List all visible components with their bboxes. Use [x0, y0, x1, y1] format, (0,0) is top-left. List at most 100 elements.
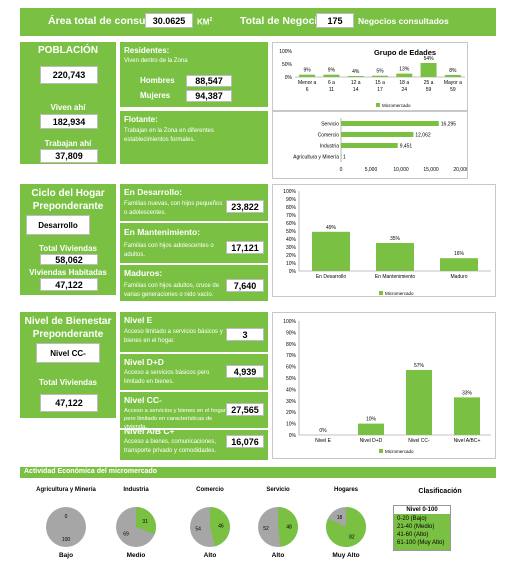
ciclo-item-title: En Desarrollo:	[124, 187, 183, 197]
category-label: Agricultura y Minería	[293, 155, 339, 161]
x-tick-label: 20,000	[453, 167, 468, 173]
ciclo-habitadas-value: 47,122	[40, 278, 98, 291]
bienestar-chart: 0% 10% 20% 30% 40% 50% 60% 70% 80% 90% 100% 0% Nivel…	[272, 312, 496, 459]
bar	[358, 423, 384, 435]
y-tick-label: 50%	[286, 229, 297, 235]
data-label: 1	[343, 155, 346, 161]
bienestar-item-value: 27,565	[226, 403, 264, 416]
flotante-desc: Trabajan en la Zona en diferentes establ…	[124, 128, 214, 143]
y-tick-label: 90%	[286, 197, 297, 203]
category-label: Menor a	[298, 80, 317, 86]
data-label: 4%	[352, 69, 360, 75]
pie-level: Alto	[204, 552, 217, 559]
y-tick-label: 70%	[286, 213, 297, 219]
clasificacion-title: Clasificación	[418, 488, 462, 495]
pie-title: Agricultura y Minería	[36, 487, 96, 493]
bar	[341, 154, 342, 159]
y-tick-label: 90%	[286, 330, 297, 336]
category-label: 25 a	[424, 80, 434, 86]
ciclo-item-title: En Mantenimiento:	[124, 227, 201, 237]
ciclo-item-value: 23,822	[226, 200, 264, 213]
clasificacion-row: 61-100 (Muy Alto)	[397, 540, 445, 546]
category-label: 59	[426, 87, 432, 93]
total-negocios-label: Total de Negocios	[240, 15, 330, 27]
pie-title: Comercio	[196, 487, 224, 493]
ciclo-chart: 0% 10% 20% 30% 40% 50% 60% 70% 80% 90% 100% 49% En D…	[272, 184, 496, 297]
ciclo-item-value: 17,121	[226, 241, 264, 254]
data-label: 33%	[462, 390, 473, 396]
pie-label: 18	[337, 515, 343, 521]
y-tick-label: 0%	[289, 269, 297, 275]
flotante-title: Flotante:	[124, 115, 158, 124]
bienestar-item-desc: Acceso limitado a servicios básicos y bi…	[124, 329, 223, 344]
y-tick-label: 100%	[283, 189, 296, 195]
y-tick-label: 10%	[286, 261, 297, 267]
y-tick-label: 40%	[286, 387, 297, 393]
y-tick-label: 30%	[286, 399, 297, 405]
clasificacion-row: 41-60 (Alto)	[397, 532, 429, 538]
chart-title: Grupo de Edades	[374, 48, 436, 57]
ciclo-total-value: 58,062	[40, 254, 98, 265]
area-value: 30.0625	[145, 13, 193, 28]
category-label: Nivel CC-	[408, 438, 430, 444]
category-label: 59	[450, 87, 456, 93]
age-chart: 0% 50% 100% 9% Menor a6 9% 6 a11 4% 12 a14 5% 15 a…	[272, 42, 468, 111]
pie-slice	[136, 507, 157, 535]
bienestar-item-desc: Acceso a servicios básicos pero limitado…	[124, 370, 210, 385]
y-tick-label: 10%	[286, 422, 297, 428]
header-bar	[20, 8, 496, 36]
pie-level: Bajo	[59, 552, 73, 559]
bienestar-item-desc: Acceso a bienes, comunicaciones, transpo…	[124, 439, 217, 454]
ciclo-item-value: 7,640	[226, 279, 264, 292]
data-label: 0%	[319, 428, 327, 434]
category-label: Nivel E	[315, 438, 332, 444]
viven-value: 182,934	[40, 114, 98, 129]
data-label: 9,451	[400, 144, 413, 150]
bienestar-item-value: 3	[226, 328, 264, 341]
category-label: En Mantenimiento	[375, 274, 416, 280]
bar	[341, 132, 414, 137]
activity-pies: Agricultura y Minería 0 100 Bajo Industria 31…	[36, 487, 367, 559]
category-label: 18 a	[399, 80, 409, 86]
category-label: 17	[377, 87, 383, 93]
bienestar-total-value: 47,122	[40, 394, 98, 412]
pie-label: 48	[286, 524, 292, 530]
bar	[454, 397, 480, 435]
bar	[347, 75, 364, 77]
bar	[444, 74, 461, 77]
data-label: 9%	[328, 68, 336, 74]
y-tick-label: 50%	[286, 376, 297, 382]
category-label: Comercio	[318, 133, 340, 139]
legend-swatch	[376, 103, 380, 107]
pie-slice	[278, 507, 298, 547]
bienestar-item-value: 16,076	[226, 435, 264, 448]
pie-level: Alto	[272, 552, 285, 559]
bar	[312, 231, 350, 271]
bar	[376, 243, 414, 271]
pie-label: 31	[142, 519, 148, 525]
hombres-label: Hombres	[140, 76, 175, 85]
legend-label: Micromercado	[385, 449, 414, 454]
category-label: Servicio	[321, 122, 339, 128]
legend-swatch	[379, 291, 383, 295]
viven-label: Viven ahí	[50, 103, 86, 112]
bar	[341, 121, 439, 126]
ciclo-title: Ciclo del Hogar Preponderante	[31, 188, 105, 212]
clasificacion-header: Nivel 0-100	[394, 506, 450, 514]
bienestar-item-desc: Acceso a servicios y bienes en el hogar …	[124, 408, 226, 430]
data-label: 16,295	[441, 122, 457, 128]
legend-swatch	[379, 449, 383, 453]
bar	[406, 370, 432, 435]
pie-title: Industria	[123, 487, 149, 493]
ciclo-item-desc: Familias con hijos adultos, cruce de var…	[124, 283, 220, 298]
data-label: 54%	[424, 56, 435, 62]
mujeres-value: 94,387	[186, 90, 232, 102]
ciclo-item-desc: Familias nuevas, con hijos pequeños o ad…	[124, 201, 223, 216]
bienestar-item-title: Nivel A/B C+	[124, 426, 175, 436]
poblacion-title: POBLACIÓN	[38, 45, 98, 56]
bar	[396, 73, 413, 77]
bienestar-item-title: Nivel CC-	[124, 395, 162, 405]
bienestar-total-label: Total Viviendas	[39, 378, 97, 387]
bar	[420, 62, 437, 77]
bar	[323, 74, 340, 77]
